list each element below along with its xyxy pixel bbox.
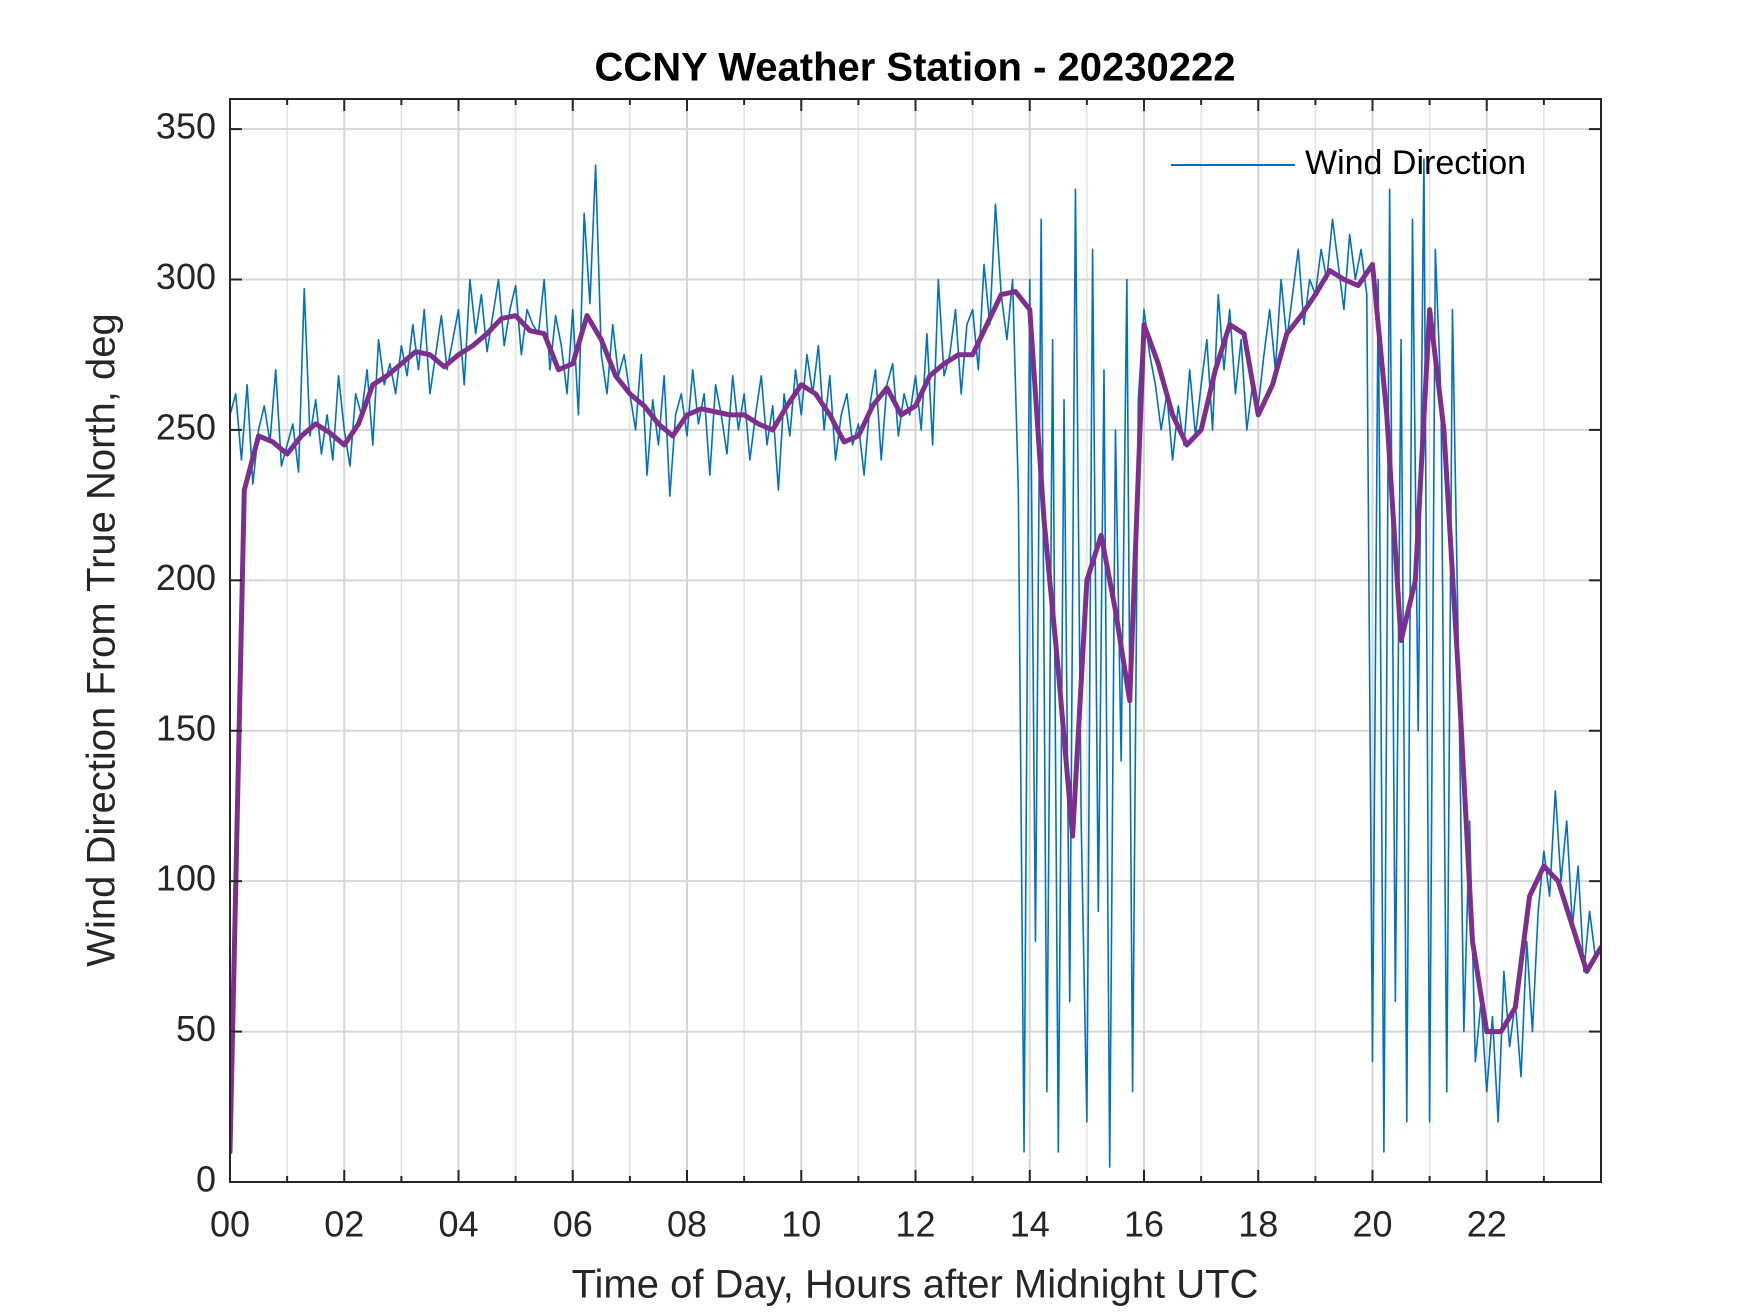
chart-title: CCNY Weather Station - 20230222 (595, 46, 1236, 90)
y-tick-label: 50 (176, 1008, 216, 1049)
x-tick-label: 02 (324, 1204, 364, 1245)
y-axis-label: Wind Direction From True North, deg (80, 313, 124, 967)
plot-area (230, 158, 1601, 1168)
y-tick-label: 150 (156, 707, 216, 748)
smoothed-line (230, 261, 1601, 1155)
x-tick-label: 10 (781, 1204, 821, 1245)
x-tick-label: 08 (667, 1204, 707, 1245)
y-tick-label: 250 (156, 406, 216, 447)
x-tick-label: 22 (1467, 1204, 1507, 1245)
x-tick-label: 12 (895, 1204, 935, 1245)
x-tick-label: 04 (438, 1204, 478, 1245)
y-tick-label: 100 (156, 858, 216, 899)
x-tick-label: 18 (1238, 1204, 1278, 1245)
data-line (230, 158, 1597, 1168)
x-tick-label: 16 (1124, 1204, 1164, 1245)
x-axis-label: Time of Day, Hours after Midnight UTC (572, 1263, 1259, 1307)
legend-label: Wind Direction (1305, 144, 1526, 182)
y-tick-label: 0 (196, 1159, 216, 1200)
x-tick-label: 20 (1352, 1204, 1392, 1245)
x-tick-label: 00 (210, 1204, 250, 1245)
y-tick-label: 200 (156, 557, 216, 598)
x-tick-label: 06 (553, 1204, 593, 1245)
y-tick-label: 350 (156, 106, 216, 147)
x-tick-label: 14 (1010, 1204, 1050, 1245)
y-tick-label: 300 (156, 256, 216, 297)
